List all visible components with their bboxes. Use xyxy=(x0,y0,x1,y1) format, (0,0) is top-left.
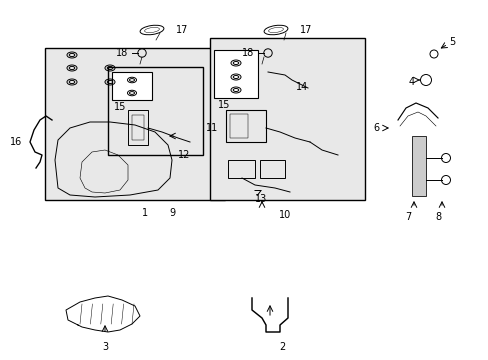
Bar xyxy=(229,114,247,138)
Text: 3: 3 xyxy=(102,342,108,352)
Text: 12: 12 xyxy=(178,150,190,160)
Bar xyxy=(45,48,224,200)
Bar xyxy=(411,136,425,196)
Text: 5: 5 xyxy=(448,37,454,47)
Bar xyxy=(214,50,258,98)
Text: 6: 6 xyxy=(373,123,379,133)
Bar xyxy=(128,110,148,145)
Text: 7: 7 xyxy=(404,212,410,222)
Bar xyxy=(225,110,265,142)
Bar xyxy=(132,115,143,140)
Bar xyxy=(209,38,364,200)
Text: 15: 15 xyxy=(114,102,126,112)
Text: 18: 18 xyxy=(116,48,128,58)
Text: 10: 10 xyxy=(278,210,290,220)
Text: 17: 17 xyxy=(176,25,188,35)
Text: 13: 13 xyxy=(254,194,267,204)
Bar xyxy=(108,67,203,155)
Text: 1: 1 xyxy=(142,208,148,218)
Text: 2: 2 xyxy=(278,342,285,352)
Text: 4: 4 xyxy=(408,77,414,87)
Text: 18: 18 xyxy=(241,48,253,58)
Text: 17: 17 xyxy=(299,25,312,35)
Text: 16: 16 xyxy=(10,137,22,147)
Text: 9: 9 xyxy=(168,208,175,218)
Text: 8: 8 xyxy=(434,212,440,222)
Text: 11: 11 xyxy=(205,123,218,133)
Text: 15: 15 xyxy=(218,100,230,110)
Text: 14: 14 xyxy=(295,82,307,92)
Bar xyxy=(112,72,152,100)
